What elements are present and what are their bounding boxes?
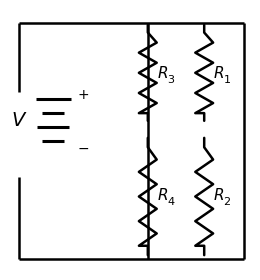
Text: V: V [11, 111, 25, 130]
Text: R: R [158, 66, 168, 81]
Text: −: − [77, 141, 89, 155]
Text: 2: 2 [223, 197, 230, 207]
Text: R: R [214, 188, 225, 203]
Text: R: R [158, 188, 168, 203]
Text: 4: 4 [167, 197, 174, 207]
Text: +: + [77, 88, 89, 102]
Text: 3: 3 [167, 75, 174, 85]
Text: R: R [214, 66, 225, 81]
Text: 1: 1 [223, 75, 230, 85]
